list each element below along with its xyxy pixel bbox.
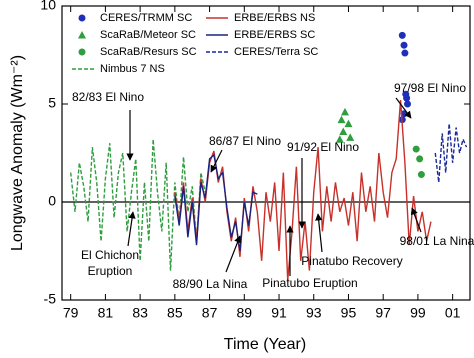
x-tick-label: 97 [375, 305, 391, 321]
x-tick-label: 83 [132, 305, 148, 321]
annotation: Pinatubo Eruption [262, 276, 357, 290]
x-tick-label: 85 [167, 305, 183, 321]
annotation-arrow [395, 97, 412, 119]
marker-circle [398, 31, 406, 39]
marker-triangle [335, 135, 344, 143]
legend-label: ScaRaB/Meteor SC [100, 29, 196, 41]
y-tick-label: 5 [48, 95, 56, 111]
marker-triangle [339, 127, 348, 135]
marker-circle [78, 14, 86, 22]
legend-label: Nimbus 7 NS [100, 63, 165, 75]
x-tick-label: 89 [237, 305, 253, 321]
x-tick-label: 93 [306, 305, 322, 321]
annotation: 97/98 El Nino [394, 81, 466, 95]
annotation: 91/92 El Nino [287, 140, 359, 154]
x-tick-label: 81 [98, 305, 114, 321]
annotation: 88/90 La Nina [173, 277, 248, 291]
marker-circle [400, 41, 408, 49]
marker-circle [401, 49, 409, 57]
annotation-arrow [410, 207, 422, 233]
annotation: El Chichon [81, 248, 139, 262]
marker-triangle [346, 133, 355, 141]
y-tick-label: 10 [40, 0, 56, 13]
marker-triangle [337, 115, 346, 124]
marker-circle [403, 94, 411, 102]
annotation-arrow [210, 149, 223, 173]
x-tick-label: 87 [202, 305, 218, 321]
legend-label: ScaRaB/Resurs SC [100, 46, 197, 58]
y-axis-label: Longwave Anomaly (Wm⁻²) [9, 55, 26, 251]
annotation-arrow [127, 211, 136, 247]
y-tick-label: 0 [48, 193, 56, 209]
legend-label: CERES/Terra SC [234, 46, 318, 58]
annotation: 98/01 La Nina [400, 234, 474, 248]
x-tick-label: 95 [341, 305, 357, 321]
plot-frame [61, 5, 471, 301]
annotation: Pinatubo Recovery [301, 254, 402, 268]
x-tick-label: 91 [271, 305, 287, 321]
y-tick-label: -5 [44, 291, 57, 307]
marker-circle [412, 145, 420, 153]
annotation: 86/87 El Nino [209, 134, 281, 148]
marker-circle [417, 171, 425, 179]
annotations [126, 97, 422, 276]
marker-triangle [78, 31, 86, 39]
legend-label: ERBE/ERBS NS [234, 12, 315, 24]
marker-circle [416, 155, 424, 163]
legend-label: ERBE/ERBS SC [234, 29, 315, 41]
marker-circle [78, 48, 86, 56]
x-tick-label: 01 [445, 305, 461, 321]
legend: CERES/TRMM SC ScaRaB/Meteor SC ScaRaB/Resu… [72, 12, 318, 75]
annotation-arrow [225, 235, 242, 273]
marker-circle [403, 100, 411, 108]
legend-label: CERES/TRMM SC [100, 12, 192, 24]
annotation: Eruption [88, 264, 133, 278]
x-axis-label: Time (Year) [224, 336, 306, 353]
annotation: 82/83 El Nino [72, 90, 144, 104]
x-tick-label: 79 [63, 305, 79, 321]
annotation-arrow [315, 213, 323, 253]
marker-triangle [344, 119, 353, 128]
x-tick-label: 99 [410, 305, 426, 321]
series-line [69, 139, 206, 271]
series-line [434, 123, 468, 183]
marker-triangle [340, 107, 349, 116]
